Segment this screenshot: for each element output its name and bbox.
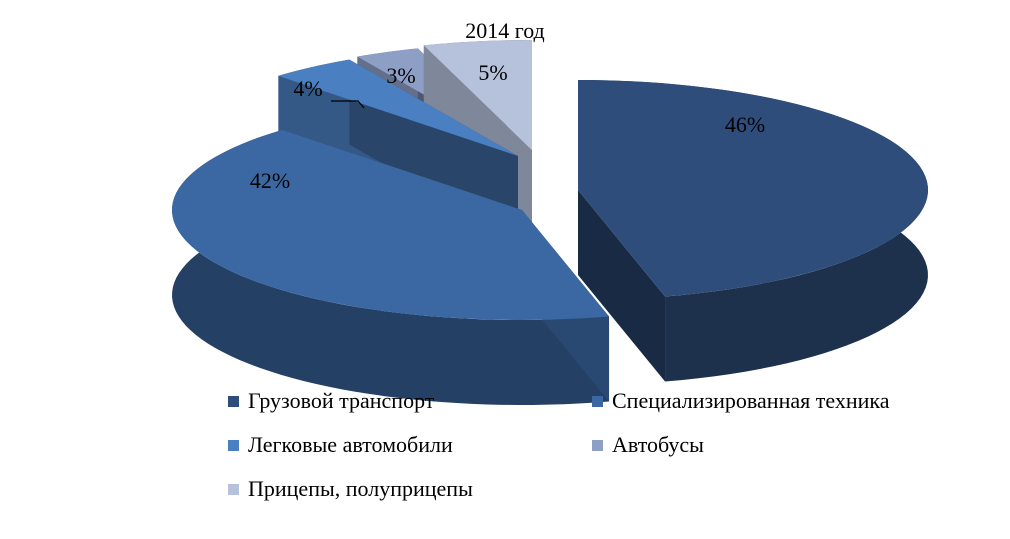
data-label-3: 3% (386, 63, 415, 88)
data-label-0: 46% (725, 112, 765, 137)
pie-slice-top-2 (278, 59, 518, 157)
leader-line-4pct (331, 100, 365, 109)
pie-slice-top-0 (578, 80, 928, 297)
pie-slice-0 (578, 80, 928, 382)
data-label-2: 4% (293, 76, 322, 101)
pie-slice-top-4 (423, 40, 532, 150)
pie-slice-top-1 (172, 129, 610, 321)
pie-slice-1 (172, 129, 610, 405)
chart-title: 2014 год (465, 18, 545, 43)
pie-slice-cut-0-1 (578, 190, 666, 382)
data-label-1: 42% (250, 168, 290, 193)
data-label-4: 5% (478, 60, 507, 85)
